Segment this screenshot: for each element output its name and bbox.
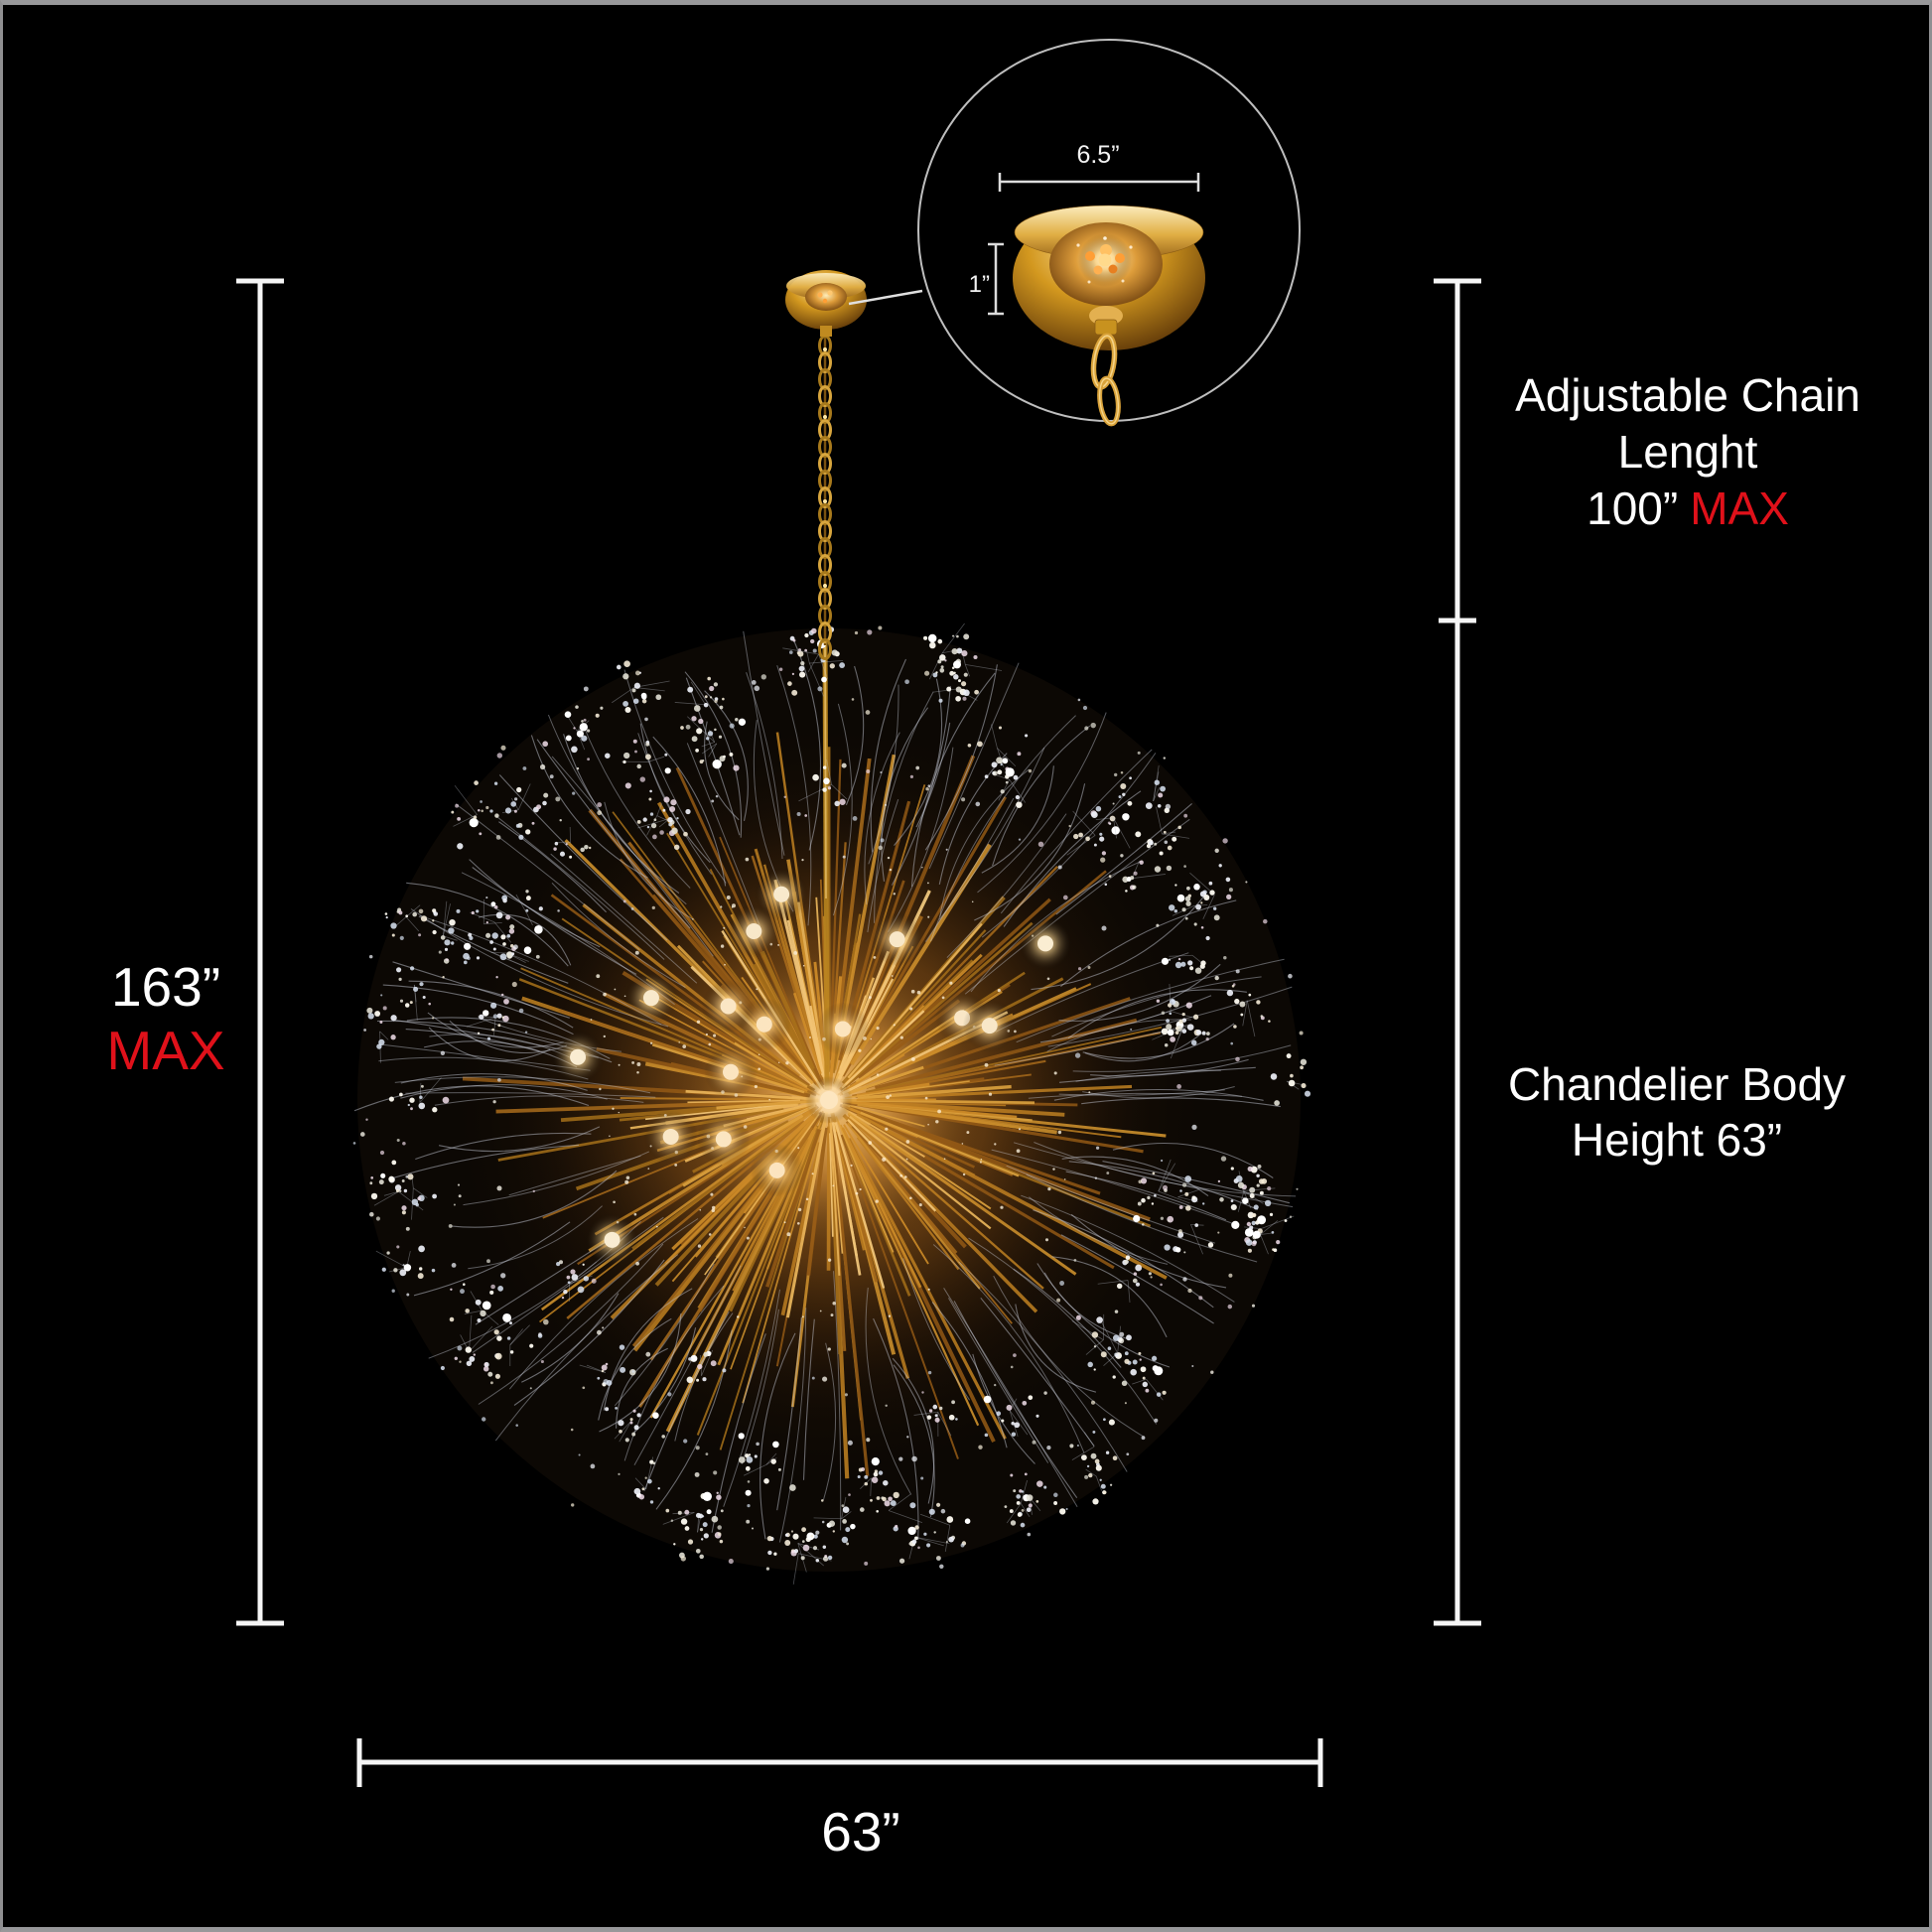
overall-height-dimension-line <box>236 278 284 1626</box>
chain-length-value: 100” <box>1587 483 1679 534</box>
canopy-inset-detail <box>917 39 1301 427</box>
width-value: 63” <box>821 1801 900 1863</box>
overall-height-label: 163” MAX <box>106 955 224 1082</box>
hanging-chain <box>818 333 832 660</box>
overall-height-value: 163” <box>110 956 221 1018</box>
chain-label-line3: 100” MAX <box>1515 481 1861 537</box>
body-height-label: Chandelier Body Height 63” <box>1508 1056 1846 1168</box>
overall-height-max: MAX <box>106 1020 225 1081</box>
ceiling-canopy <box>785 270 867 337</box>
inset-width-dimension-line <box>998 173 1200 192</box>
width-dimension-line <box>356 1738 1323 1787</box>
chain-label-line1: Adjustable Chain <box>1515 369 1861 421</box>
body-label-line2: Height 63” <box>1571 1114 1783 1166</box>
right-dimension-line <box>1434 278 1481 1626</box>
inset-height-dimension-line <box>988 242 1004 316</box>
chain-length-label: Adjustable Chain Lenght 100” MAX <box>1515 367 1861 537</box>
inset-pointer-line <box>848 289 923 306</box>
chandelier-photo <box>352 622 1311 1586</box>
chain-length-max: MAX <box>1690 483 1789 534</box>
body-label-line1: Chandelier Body <box>1507 1058 1847 1110</box>
width-label: 63” <box>821 1803 900 1861</box>
inset-height-label: 1” <box>968 271 990 298</box>
chain-label-line2: Lenght <box>1617 426 1758 478</box>
inset-width-label: 6.5” <box>1076 141 1120 169</box>
